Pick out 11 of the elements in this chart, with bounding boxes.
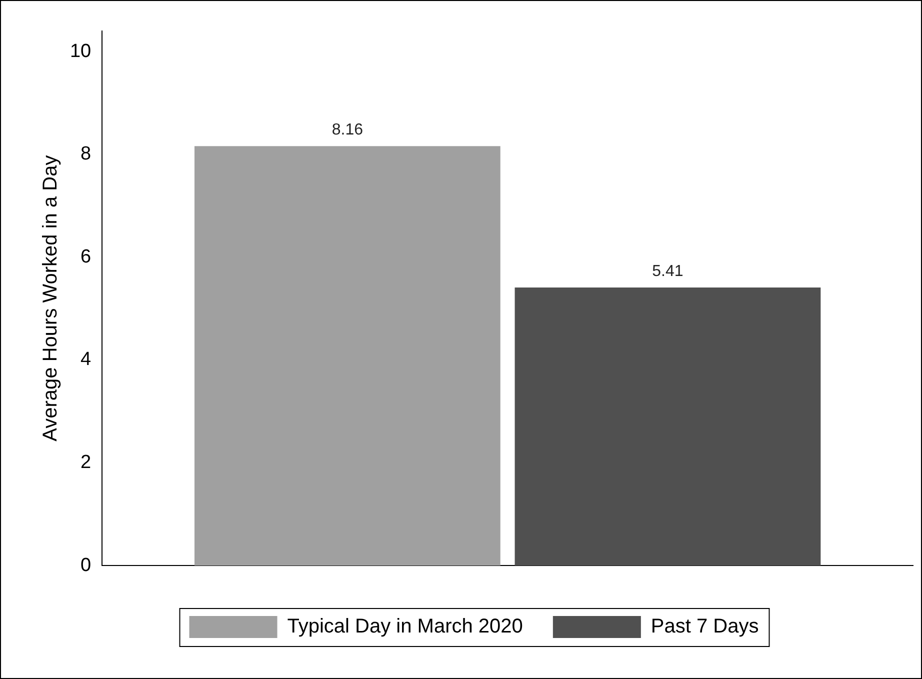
y-tick-label: 0 [80,554,92,576]
data-label: 8.16 [332,122,364,139]
legend-label: Typical Day in March 2020 [287,616,523,638]
y-tick-label: 8 [80,144,92,165]
y-tick-label: 2 [80,452,92,474]
y-tick-label: 10 [70,40,92,62]
data-label: 5.41 [652,262,684,280]
y-tick-label: 4 [80,349,92,370]
y-axis-title: Average Hours Worked in a Day [40,155,62,442]
legend-label: Past 7 Days [650,616,759,638]
y-tick-label: 6 [80,246,92,268]
